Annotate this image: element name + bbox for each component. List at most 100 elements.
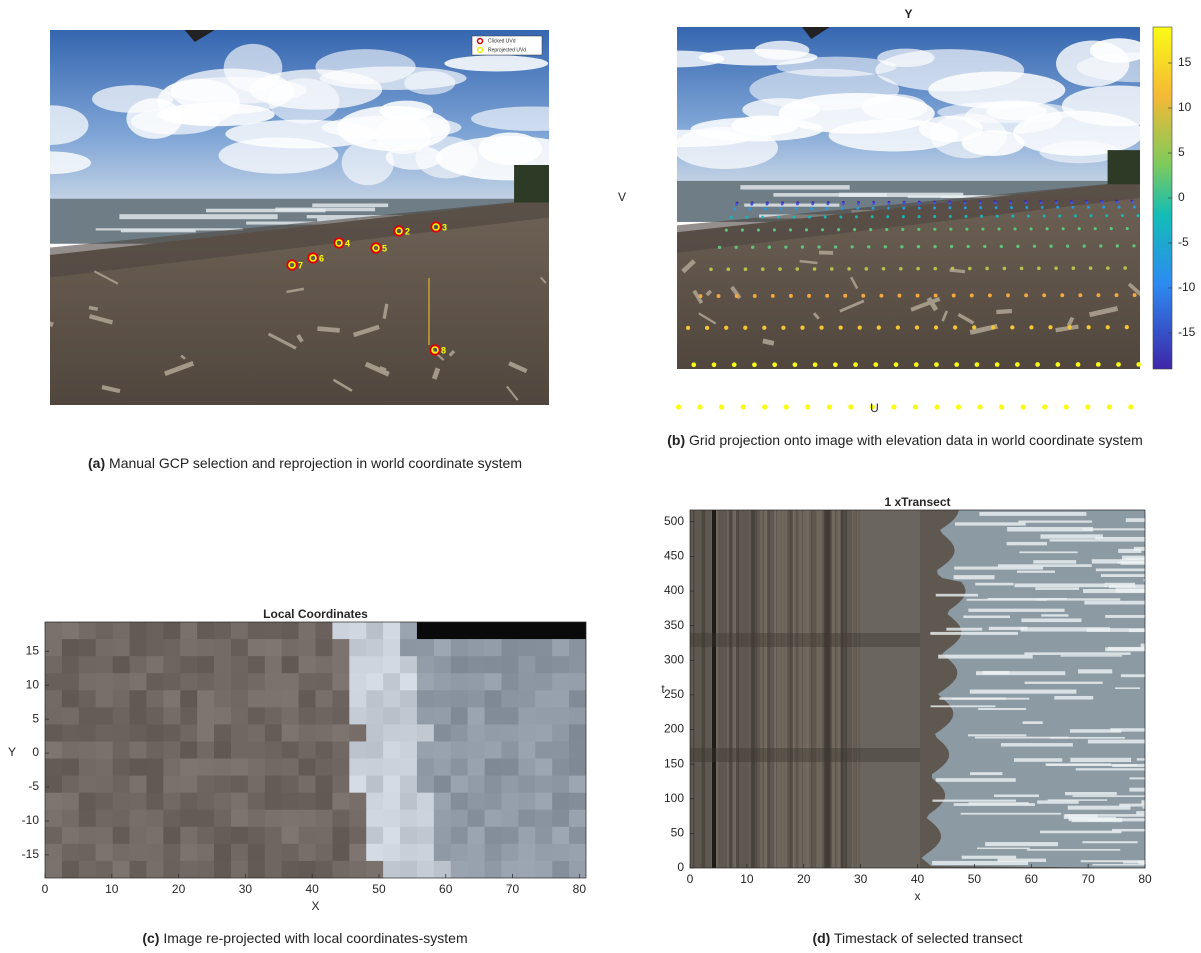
grid-point xyxy=(917,245,920,248)
pixel xyxy=(180,741,197,759)
foam xyxy=(1105,615,1190,618)
pixel xyxy=(146,861,163,879)
pixel xyxy=(231,673,248,691)
x-axis-label: X xyxy=(311,899,319,913)
pixel xyxy=(248,861,265,879)
pixel xyxy=(214,673,231,691)
pixel xyxy=(451,639,468,657)
pixel xyxy=(282,622,299,640)
stripe xyxy=(845,510,847,868)
pixel xyxy=(130,622,147,640)
pixel xyxy=(552,741,569,759)
pixel xyxy=(113,810,130,828)
pixel xyxy=(349,673,366,691)
pixel xyxy=(130,673,147,691)
pixel xyxy=(248,827,265,845)
grid-point xyxy=(1090,214,1093,217)
pixel xyxy=(299,741,316,759)
foam xyxy=(1088,740,1179,744)
pixel xyxy=(569,776,586,794)
grid-point xyxy=(752,362,757,367)
pixel xyxy=(485,673,502,691)
grid-point xyxy=(1033,245,1036,248)
grid-point xyxy=(952,294,956,298)
pixel xyxy=(332,724,349,742)
pixel xyxy=(214,622,231,640)
foam xyxy=(1014,583,1106,587)
grid-point xyxy=(949,228,952,231)
pixel xyxy=(265,690,282,708)
grid-point xyxy=(811,202,814,205)
pixel xyxy=(366,656,383,674)
pixel xyxy=(197,776,214,794)
grid-point xyxy=(717,294,721,298)
grid-point xyxy=(1132,244,1135,247)
pixel xyxy=(400,622,417,640)
pixel xyxy=(501,793,518,811)
x-axis-label: x xyxy=(915,889,921,903)
foam xyxy=(1130,777,1201,779)
pixel xyxy=(299,707,316,725)
grid-point xyxy=(853,228,856,231)
grid-point xyxy=(817,245,820,248)
grid-point xyxy=(1021,404,1026,409)
pixel xyxy=(62,861,79,879)
grid-point xyxy=(789,294,793,298)
pixel xyxy=(383,810,400,828)
grid-point xyxy=(1126,227,1129,230)
foam xyxy=(977,848,1030,850)
figure: Clicked UVdReprojected UVd3245678YUV-15-… xyxy=(0,0,1201,953)
pixel xyxy=(299,759,316,777)
grid-point xyxy=(1133,293,1137,297)
pixel xyxy=(180,656,197,674)
stripe xyxy=(842,510,844,868)
cloud xyxy=(13,105,88,145)
pixel xyxy=(518,861,535,879)
foam xyxy=(961,813,1062,815)
pixel xyxy=(332,793,349,811)
pixel xyxy=(62,656,79,674)
pixel xyxy=(518,776,535,794)
pixel xyxy=(62,741,79,759)
grid-point xyxy=(795,207,798,210)
cloud xyxy=(755,41,810,60)
pixel xyxy=(518,656,535,674)
pixel xyxy=(130,690,147,708)
grid-point xyxy=(975,362,980,367)
pixel xyxy=(417,759,434,777)
pixel xyxy=(434,861,451,879)
pixel xyxy=(552,656,569,674)
shadow-band xyxy=(690,748,920,762)
cloud xyxy=(436,136,584,180)
foam xyxy=(1120,561,1177,565)
surf xyxy=(773,193,887,197)
pixel xyxy=(231,622,248,640)
grid-point xyxy=(768,246,771,249)
grid-point xyxy=(1137,214,1140,217)
gcp-label: 4 xyxy=(345,238,350,248)
grid-point xyxy=(1056,206,1059,209)
pixel xyxy=(180,810,197,828)
pixel xyxy=(45,776,62,794)
pixel xyxy=(501,724,518,742)
grid-point xyxy=(934,325,938,329)
pixel xyxy=(400,793,417,811)
grid-point xyxy=(965,228,968,231)
surf xyxy=(206,209,326,213)
pixel xyxy=(146,673,163,691)
pixel xyxy=(180,759,197,777)
pixel xyxy=(417,810,434,828)
grid-point xyxy=(1046,227,1049,230)
pixel xyxy=(535,759,552,777)
pixel xyxy=(130,861,147,879)
pixel xyxy=(113,690,130,708)
grid-point xyxy=(1125,325,1129,329)
grid-point xyxy=(981,228,984,231)
pixel xyxy=(45,844,62,862)
pixel xyxy=(468,690,485,708)
pixel xyxy=(163,844,180,862)
grid-point xyxy=(1043,215,1046,218)
pixel xyxy=(248,793,265,811)
pixel xyxy=(535,793,552,811)
grid-point xyxy=(983,245,986,248)
